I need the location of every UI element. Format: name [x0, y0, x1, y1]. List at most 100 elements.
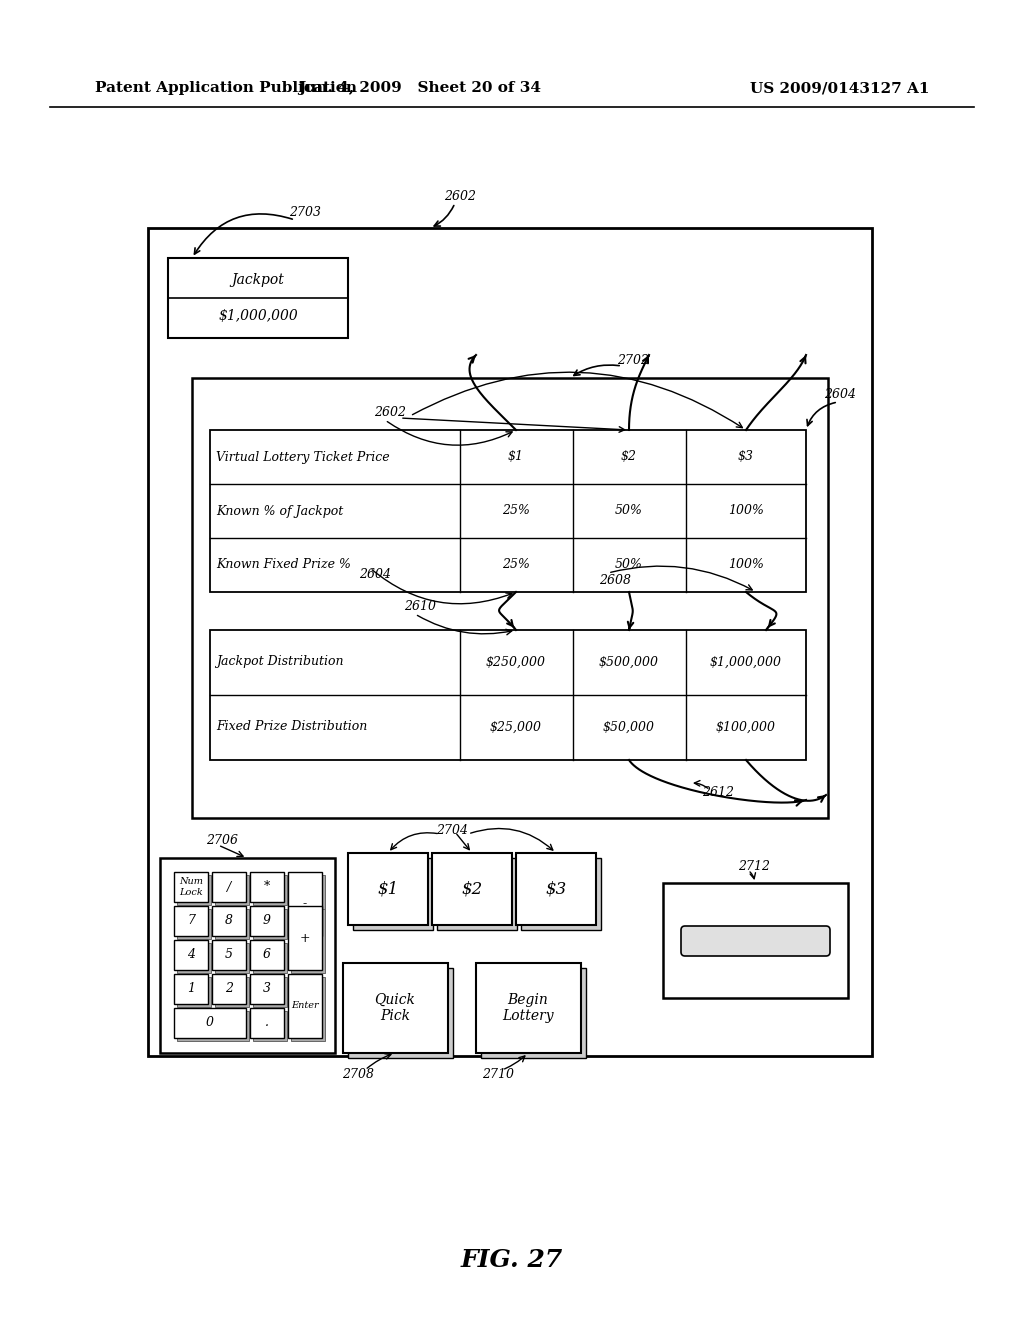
Text: Jackpot: Jackpot — [231, 273, 285, 288]
Bar — [253, 909, 287, 939]
Bar — [291, 977, 325, 1041]
Bar — [212, 906, 246, 936]
Text: 2: 2 — [225, 982, 233, 995]
Text: 2706: 2706 — [206, 833, 238, 846]
Bar — [177, 875, 211, 906]
Text: 2604: 2604 — [824, 388, 856, 401]
Bar — [250, 906, 284, 936]
Bar — [481, 968, 586, 1059]
Text: $2: $2 — [621, 450, 637, 463]
Bar — [288, 974, 322, 1038]
Text: 2612: 2612 — [702, 787, 734, 800]
Bar — [521, 858, 601, 931]
Bar — [212, 940, 246, 970]
Text: $250,000: $250,000 — [486, 656, 546, 668]
Text: $25,000: $25,000 — [490, 721, 542, 734]
Bar — [432, 853, 512, 925]
Text: 2708: 2708 — [342, 1068, 374, 1081]
Text: 8: 8 — [225, 915, 233, 928]
Text: $1: $1 — [378, 880, 398, 898]
FancyBboxPatch shape — [681, 927, 830, 956]
Text: 3: 3 — [263, 982, 271, 995]
Text: 2703: 2703 — [289, 206, 321, 219]
Text: 50%: 50% — [615, 504, 643, 517]
Bar — [437, 858, 517, 931]
Bar — [288, 906, 322, 970]
Text: 2604: 2604 — [359, 569, 391, 582]
Bar — [210, 630, 806, 760]
Bar — [343, 964, 449, 1053]
Text: .: . — [265, 1016, 269, 1030]
Text: Quick
Pick: Quick Pick — [375, 993, 416, 1023]
Bar — [212, 873, 246, 902]
Text: Known Fixed Prize %: Known Fixed Prize % — [216, 558, 351, 572]
Text: 5: 5 — [225, 949, 233, 961]
Bar — [148, 228, 872, 1056]
Bar — [215, 977, 249, 1007]
Bar — [250, 974, 284, 1005]
Bar — [291, 875, 325, 939]
Text: 25%: 25% — [502, 558, 530, 572]
Bar — [177, 1011, 249, 1041]
Bar — [215, 875, 249, 906]
Text: $3: $3 — [738, 450, 754, 463]
Text: Patent Application Publication: Patent Application Publication — [95, 81, 357, 95]
Text: $1: $1 — [508, 450, 524, 463]
Text: 2602: 2602 — [444, 190, 476, 202]
Text: /: / — [227, 880, 231, 894]
Text: Fixed Prize Distribution: Fixed Prize Distribution — [216, 721, 368, 734]
Bar — [291, 909, 325, 973]
Bar — [168, 257, 348, 338]
Text: 2602: 2602 — [374, 407, 406, 420]
Bar — [215, 909, 249, 939]
Text: Begin
Lottery: Begin Lottery — [502, 993, 554, 1023]
Bar — [212, 974, 246, 1005]
Text: 2704: 2704 — [436, 824, 468, 837]
Bar — [160, 858, 335, 1053]
Text: Jun. 4, 2009   Sheet 20 of 34: Jun. 4, 2009 Sheet 20 of 34 — [299, 81, 542, 95]
Bar — [250, 873, 284, 902]
Text: *: * — [264, 880, 270, 894]
Text: 2702: 2702 — [617, 354, 649, 367]
Bar — [174, 940, 208, 970]
Text: 2610: 2610 — [404, 601, 436, 614]
Bar — [210, 430, 806, 591]
Text: $500,000: $500,000 — [599, 656, 659, 668]
Text: $1,000,000: $1,000,000 — [710, 656, 782, 668]
Bar — [288, 873, 322, 936]
Text: 25%: 25% — [502, 504, 530, 517]
Bar — [250, 940, 284, 970]
Bar — [516, 853, 596, 925]
Text: Virtual Lottery Ticket Price: Virtual Lottery Ticket Price — [216, 450, 389, 463]
Bar — [174, 906, 208, 936]
Text: Known % of Jackpot: Known % of Jackpot — [216, 504, 343, 517]
Text: Jackpot Distribution: Jackpot Distribution — [216, 656, 343, 668]
Text: +: + — [300, 932, 310, 945]
Bar — [177, 909, 211, 939]
Text: Enter: Enter — [291, 1002, 318, 1011]
Bar — [348, 853, 428, 925]
Bar — [663, 883, 848, 998]
Text: FIG. 27: FIG. 27 — [461, 1247, 563, 1272]
Bar — [253, 942, 287, 973]
Text: 6: 6 — [263, 949, 271, 961]
Text: $100,000: $100,000 — [716, 721, 776, 734]
Text: $3: $3 — [546, 880, 566, 898]
Text: 100%: 100% — [728, 504, 764, 517]
Text: Num
Lock: Num Lock — [179, 878, 203, 896]
Bar — [193, 378, 828, 818]
Bar — [253, 1011, 287, 1041]
Bar — [174, 873, 208, 902]
Bar — [476, 964, 581, 1053]
Text: US 2009/0143127 A1: US 2009/0143127 A1 — [751, 81, 930, 95]
Text: $50,000: $50,000 — [603, 721, 655, 734]
Text: 9: 9 — [263, 915, 271, 928]
Text: 2712: 2712 — [738, 859, 770, 873]
Text: $1,000,000: $1,000,000 — [218, 309, 298, 322]
Text: 1: 1 — [187, 982, 195, 995]
Bar — [253, 875, 287, 906]
Text: 0: 0 — [206, 1016, 214, 1030]
Bar — [177, 977, 211, 1007]
Text: 100%: 100% — [728, 558, 764, 572]
Bar — [250, 1008, 284, 1038]
